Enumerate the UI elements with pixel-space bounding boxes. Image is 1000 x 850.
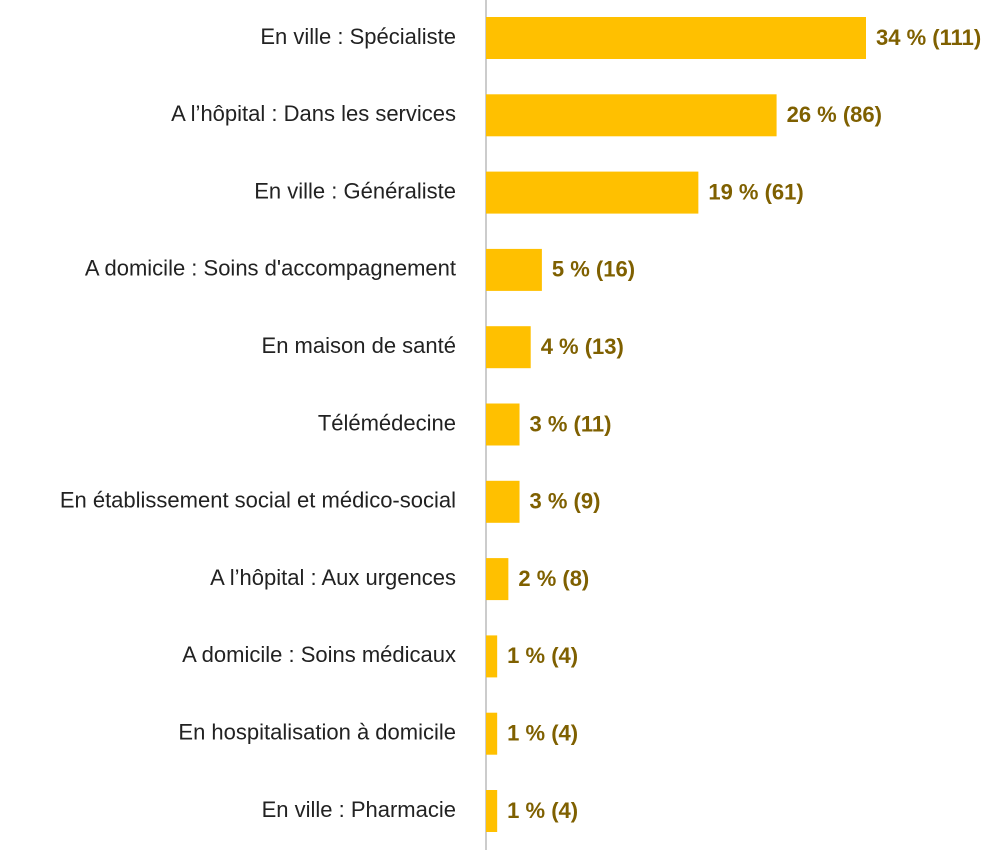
category-label: En ville : Spécialiste [260, 24, 456, 49]
value-label: 1 % (4) [507, 721, 578, 746]
value-label: 26 % (86) [787, 102, 882, 127]
bar [486, 480, 520, 523]
value-label: 1 % (4) [507, 798, 578, 823]
category-label: En ville : Généraliste [254, 178, 456, 203]
value-label: 34 % (111) [876, 25, 981, 50]
category-label: A domicile : Soins médicaux [182, 642, 456, 667]
bar [486, 17, 866, 59]
category-label: En établissement social et médico-social [60, 488, 456, 513]
bar [486, 248, 542, 291]
value-label: 4 % (13) [541, 334, 624, 359]
bar [486, 403, 520, 446]
bar [486, 558, 509, 601]
category-label: Télémédecine [318, 410, 456, 435]
category-label: En ville : Pharmacie [262, 797, 456, 822]
value-label: 1 % (4) [507, 643, 578, 668]
value-label: 5 % (16) [552, 257, 635, 282]
bar [486, 712, 498, 755]
value-label: 19 % (61) [708, 179, 803, 204]
value-label: 3 % (9) [530, 489, 601, 514]
category-label: A domicile : Soins d'accompagnement [85, 256, 456, 281]
category-label: En maison de santé [262, 333, 456, 358]
bar [486, 635, 498, 678]
bar [486, 790, 498, 832]
bar [486, 326, 531, 369]
value-label: 2 % (8) [518, 566, 589, 591]
category-label: En hospitalisation à domicile [178, 720, 456, 745]
category-label: A l’hôpital : Dans les services [171, 101, 456, 126]
bar [486, 171, 699, 214]
bar [486, 94, 777, 137]
value-label: 3 % (11) [530, 411, 612, 436]
category-label: A l’hôpital : Aux urgences [210, 565, 456, 590]
